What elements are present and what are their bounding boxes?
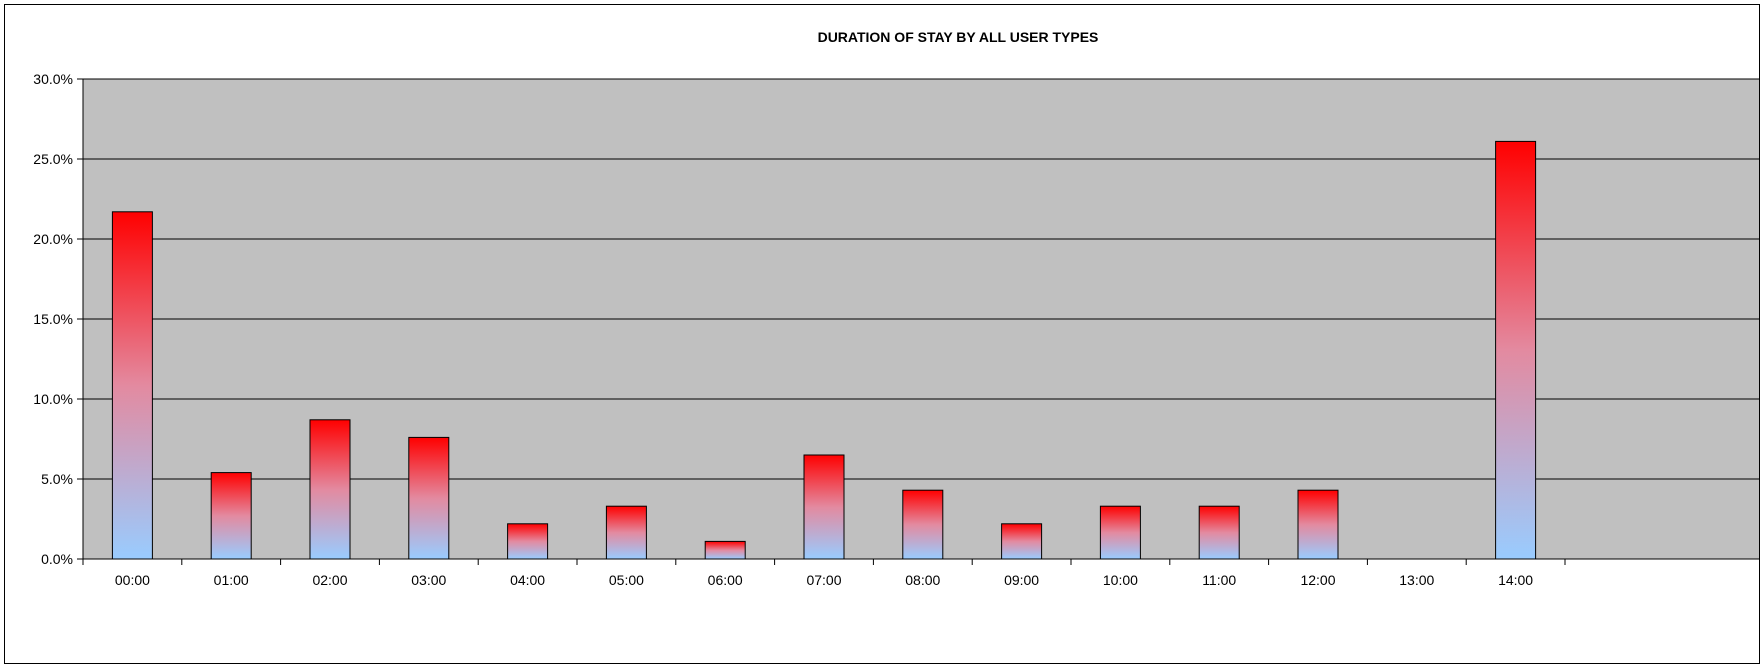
x-tick-label: 14:00: [1498, 572, 1533, 588]
bar-0100: [210, 472, 252, 560]
bar-0200: [309, 419, 351, 560]
bar-0300: [408, 436, 450, 560]
bar-0900: [1001, 523, 1043, 560]
y-tick-label: 25.0%: [33, 151, 73, 167]
bar-0700: [803, 454, 845, 560]
x-tick-label: 03:00: [411, 572, 446, 588]
x-tick-label: 10:00: [1103, 572, 1138, 588]
x-tick-label: 07:00: [806, 572, 841, 588]
bar-0500: [605, 505, 647, 560]
y-tick-label: 10.0%: [33, 391, 73, 407]
y-tick-label: 5.0%: [41, 471, 73, 487]
x-tick-label: 00:00: [115, 572, 150, 588]
x-tick-label: 05:00: [609, 572, 644, 588]
x-tick-labels: 00:00 01:00 02:00 03:00 04:00 05:00 06:00 07:00…: [115, 572, 1533, 588]
bar-1000: [1099, 505, 1141, 560]
y-tick-label: 30.0%: [33, 71, 73, 87]
x-tick-label: 11:00: [1202, 572, 1236, 588]
y-tick-labels: 0.0% 5.0% 10.0% 15.0% 20.0% 25.0% 30.0%: [33, 71, 73, 567]
y-tick-label: 0.0%: [41, 551, 73, 567]
bar-0000: [111, 211, 153, 560]
chart-title: DURATION OF STAY BY ALL USER TYPES: [818, 29, 1099, 45]
bar-0800: [902, 489, 944, 560]
y-tick-label: 15.0%: [33, 311, 73, 327]
x-tick-label: 02:00: [312, 572, 347, 588]
x-tick-label: 01:00: [214, 572, 249, 588]
x-tick-label: 13:00: [1399, 572, 1434, 588]
bar-1200: [1297, 489, 1339, 560]
x-tick-label: 04:00: [510, 572, 545, 588]
x-tick-label: 06:00: [708, 572, 743, 588]
x-tick-label: 08:00: [905, 572, 940, 588]
y-tick-label: 20.0%: [33, 231, 73, 247]
bar-0400: [507, 523, 549, 560]
bar-1100: [1198, 505, 1240, 560]
bars: [111, 140, 1537, 560]
bar-0600: [704, 540, 746, 560]
x-tick-label: 12:00: [1300, 572, 1335, 588]
bar-1400: [1495, 140, 1537, 560]
gridlines: [83, 78, 1759, 480]
chart-frame: DURATION OF STAY BY ALL USER TYPES 0.0% 5…: [4, 4, 1760, 664]
duration-of-stay-chart: DURATION OF STAY BY ALL USER TYPES 0.0% 5…: [33, 29, 1759, 588]
x-tick-label: 09:00: [1004, 572, 1039, 588]
